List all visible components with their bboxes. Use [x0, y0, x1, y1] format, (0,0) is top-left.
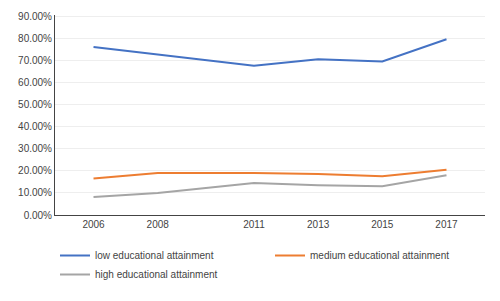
- svg-text:2008: 2008: [147, 219, 170, 230]
- svg-text:high educational attainment: high educational attainment: [95, 269, 218, 280]
- svg-text:2017: 2017: [435, 219, 458, 230]
- svg-text:80.00%: 80.00%: [18, 33, 52, 44]
- svg-text:60.00%: 60.00%: [18, 77, 52, 88]
- svg-text:40.00%: 40.00%: [18, 121, 52, 132]
- svg-text:10.00%: 10.00%: [18, 187, 52, 198]
- svg-text:2013: 2013: [307, 219, 330, 230]
- svg-text:medium educational attainment: medium educational attainment: [310, 250, 449, 261]
- svg-text:50.00%: 50.00%: [18, 99, 52, 110]
- svg-text:70.00%: 70.00%: [18, 55, 52, 66]
- svg-text:20.00%: 20.00%: [18, 165, 52, 176]
- svg-text:0.00%: 0.00%: [24, 210, 52, 221]
- svg-text:low educational attainment: low educational attainment: [95, 250, 214, 261]
- svg-text:2011: 2011: [243, 219, 265, 230]
- svg-text:30.00%: 30.00%: [18, 143, 52, 154]
- svg-text:2015: 2015: [371, 219, 394, 230]
- svg-text:90.00%: 90.00%: [18, 11, 52, 22]
- svg-text:2006: 2006: [82, 219, 105, 230]
